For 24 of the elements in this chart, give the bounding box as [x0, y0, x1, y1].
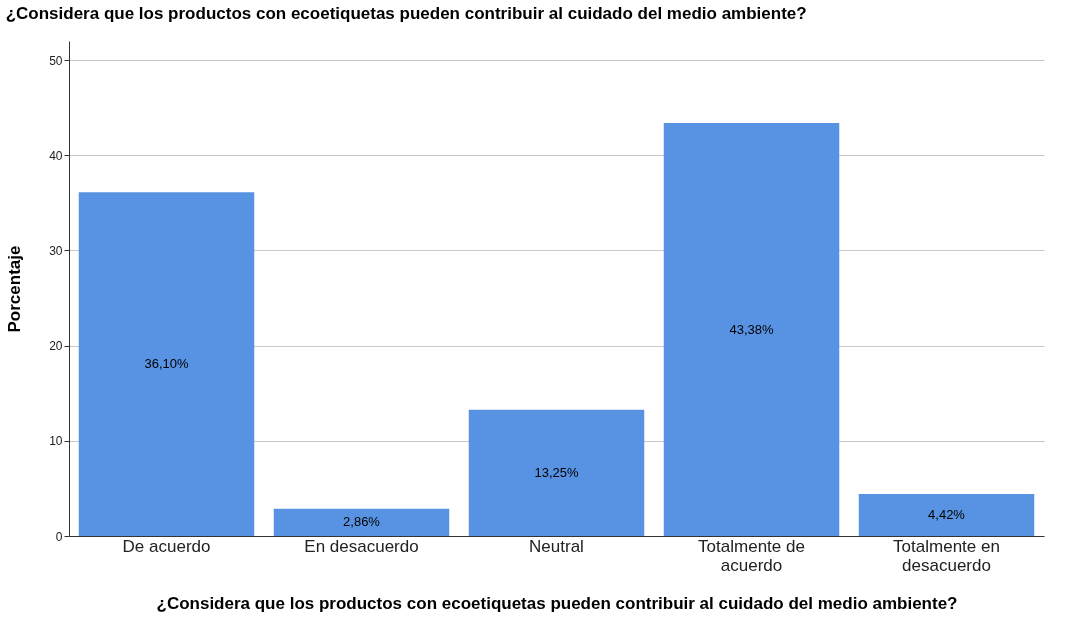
- data-label: 13,25%: [534, 464, 579, 480]
- bar: [78, 192, 255, 536]
- bar: [663, 123, 840, 536]
- data-label: 43,38%: [729, 321, 774, 337]
- x-tick-label: Totalmente en desacuerdo: [893, 536, 1000, 575]
- data-label: 4,42%: [928, 506, 966, 522]
- x-tick-label: De acuerdo: [122, 536, 211, 556]
- y-tick-label: 10: [49, 434, 63, 449]
- y-tick-label: 0: [55, 529, 63, 544]
- data-label: 2,86%: [343, 514, 381, 530]
- x-tick-label: En desacuerdo: [304, 536, 419, 556]
- data-label: 36,10%: [144, 356, 189, 372]
- y-tick-label: 20: [49, 339, 63, 354]
- y-tick-label: 30: [49, 243, 63, 258]
- x-axis-title: ¿Considera que los productos con ecoetiquetas pueden contribuir al cuidado del medio ambiente?: [156, 593, 958, 613]
- bar: [273, 508, 450, 536]
- y-tick-label: 50: [49, 53, 63, 68]
- x-tick-label: Totalmente de acuerdo: [698, 536, 805, 575]
- bar: [858, 493, 1035, 536]
- y-tick-label: 40: [49, 148, 63, 163]
- y-axis-title: Porcentaje: [5, 245, 25, 333]
- x-tick-label: Neutral: [529, 536, 584, 556]
- bar: [468, 409, 645, 536]
- chart-title: ¿Considera que los productos con ecoetiquetas pueden contribuir al cuidado del medio ambiente?: [5, 4, 807, 23]
